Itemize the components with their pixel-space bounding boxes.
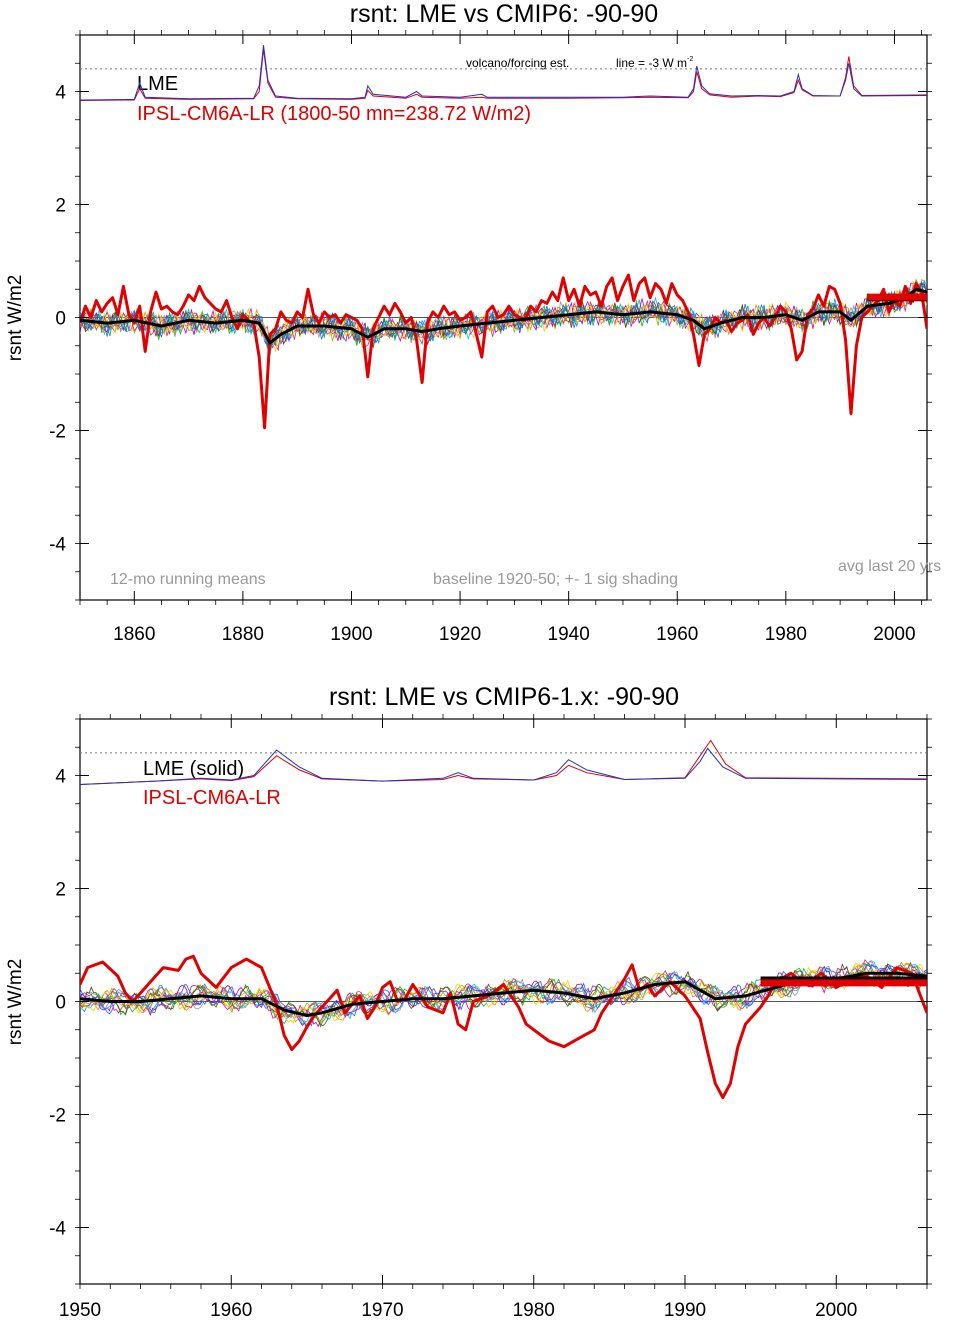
ensemble-member-line	[80, 962, 927, 1024]
x-tick-label: 1900	[330, 624, 372, 645]
volcano-model-line	[80, 739, 927, 785]
plot-area	[80, 739, 927, 1099]
model-series-line	[80, 273, 927, 430]
ensemble-member-line	[80, 958, 927, 1019]
x-tick-label: 1990	[664, 1300, 706, 1321]
top-chart-title: rsnt: LME vs CMIP6: -90-90	[350, 0, 658, 28]
x-tick-label: 1940	[548, 624, 590, 645]
y-tick-label: 4	[55, 83, 66, 104]
volcano-lme-line	[80, 747, 927, 785]
x-tick-label: 1950	[59, 1300, 101, 1321]
x-tick-label: 2000	[873, 624, 915, 645]
y-tick-label: -2	[49, 422, 66, 443]
y-tick-label: 0	[55, 309, 66, 330]
y-tick-label: 0	[55, 993, 66, 1014]
x-tick-label: 2000	[815, 1300, 857, 1321]
bottom-legend-lme: LME (solid)	[143, 758, 244, 780]
lme-mean-line	[80, 287, 927, 345]
axis-ticks: 1950 1960 1970 1980 1990 2000 -4 -2 0 2 4	[49, 714, 932, 1321]
bottom-chart-title: rsnt: LME vs CMIP6-1.x: -90-90	[329, 683, 679, 711]
bottom-chart-panel: rsnt: LME vs CMIP6-1.x: -90-90 rsnt W/m2…	[5, 683, 932, 1321]
bottom-y-axis-label: rsnt W/m2	[5, 959, 26, 1046]
x-tick-label: 1960	[656, 624, 698, 645]
y-tick-label: 4	[55, 767, 66, 788]
top-chart-panel: rsnt: LME vs CMIP6: -90-90 rsnt W/m2 LME…	[5, 0, 941, 645]
ensemble-member-line	[80, 963, 927, 1030]
top-mid-note: baseline 1920-50; +- 1 sig shading	[433, 571, 678, 588]
ensemble-member-line	[80, 281, 927, 352]
y-tick-label: -2	[49, 1106, 66, 1127]
top-volcano-note: volcano/forcing est.	[466, 56, 569, 70]
ensemble-member-line	[80, 285, 927, 350]
top-legend-lme: LME	[137, 73, 178, 95]
plot-area	[80, 45, 927, 430]
top-legend-model: IPSL-CM6A-LR (1800-50 mn=238.72 W/m2)	[137, 103, 531, 125]
x-tick-label: 1980	[513, 1300, 555, 1321]
top-left-note: 12-mo running means	[110, 571, 266, 588]
x-tick-label: 1980	[765, 624, 807, 645]
top-y-axis-label: rsnt W/m2	[5, 275, 26, 362]
top-right-note: avg last 20 yrs	[838, 558, 941, 575]
top-line-note-text: line = -3 W m	[616, 56, 687, 70]
x-tick-label: 1920	[439, 624, 481, 645]
ensemble-member-line	[80, 283, 927, 345]
y-tick-label: 2	[55, 880, 66, 901]
x-tick-label: 1860	[113, 624, 155, 645]
bottom-legend-model: IPSL-CM6A-LR	[143, 787, 281, 809]
y-tick-label: -4	[49, 1219, 66, 1240]
y-tick-label: -4	[49, 535, 66, 556]
x-tick-label: 1960	[210, 1300, 252, 1321]
axis-ticks: 1860 1880 1900 1920 1940 1960 1980 2000 -4 -2 0 2 4	[49, 30, 932, 645]
top-line-note: line = -3 W m-2	[616, 56, 693, 70]
volcano-lme-line	[80, 45, 927, 101]
y-tick-label: 2	[55, 196, 66, 217]
top-line-note-sup: -2	[687, 56, 693, 63]
model-series-line	[80, 954, 927, 1099]
x-tick-label: 1970	[361, 1300, 403, 1321]
x-tick-label: 1880	[222, 624, 264, 645]
